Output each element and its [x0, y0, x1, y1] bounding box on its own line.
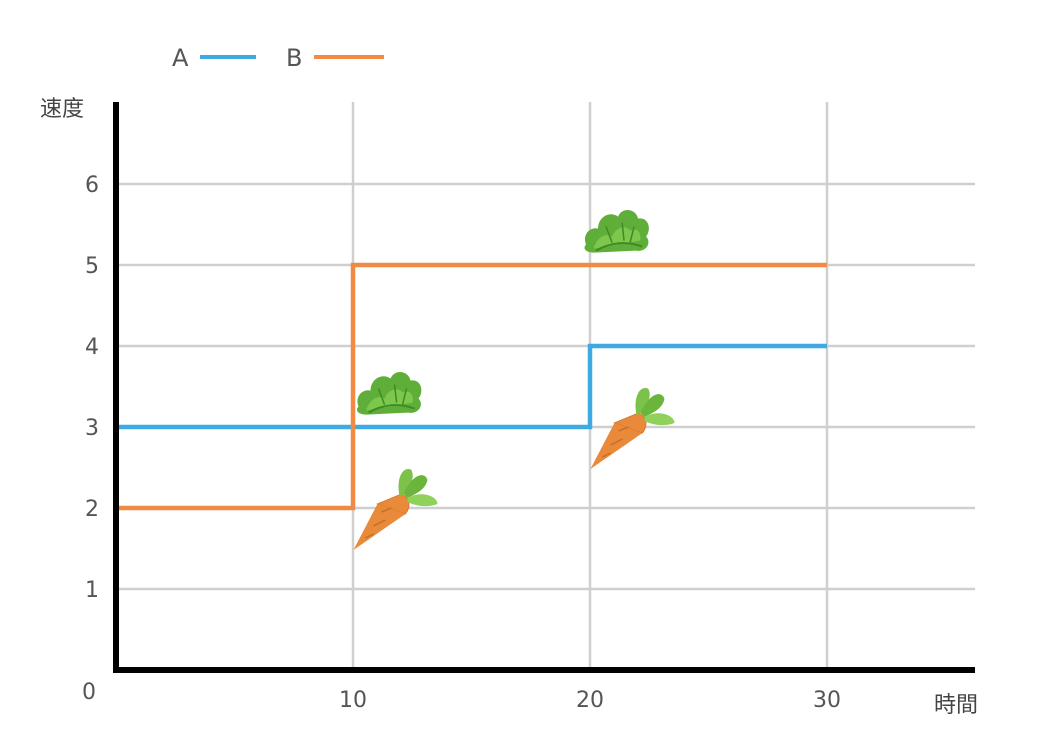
x-tick-label-20: 20 — [576, 688, 604, 713]
lettuce-icon — [355, 371, 423, 416]
y-tick-label-5: 5 — [85, 254, 99, 279]
lettuce-icon — [583, 209, 650, 254]
y-tick-label-3: 3 — [85, 416, 99, 441]
x-tick-label-30: 30 — [813, 688, 841, 713]
y-tick-label-2: 2 — [85, 497, 99, 522]
y-axis-label: 速度 — [40, 97, 84, 122]
series-a-line — [116, 343, 827, 430]
carrot-icon — [589, 387, 676, 470]
legend-label-b: B — [286, 44, 302, 72]
legend-item-b: B — [286, 44, 384, 72]
legend-item-a: A — [172, 44, 256, 72]
y-tick-label-6: 6 — [85, 173, 99, 198]
axes — [113, 102, 975, 673]
y-tick-label-4: 4 — [85, 335, 99, 360]
legend: A B — [172, 44, 384, 72]
tick-labels: 1 2 3 4 5 6 10 20 30 — [85, 173, 841, 713]
series-b-line — [116, 262, 827, 511]
y-tick-label-1: 1 — [85, 578, 99, 603]
annotation-icons — [352, 209, 676, 551]
legend-label-a: A — [172, 44, 189, 72]
x-tick-label-10: 10 — [339, 688, 367, 713]
origin-label: 0 — [82, 680, 96, 705]
carrot-icon — [352, 468, 439, 551]
grid — [116, 102, 975, 670]
series-layer — [116, 262, 827, 511]
x-axis-label: 時間 — [934, 693, 978, 718]
